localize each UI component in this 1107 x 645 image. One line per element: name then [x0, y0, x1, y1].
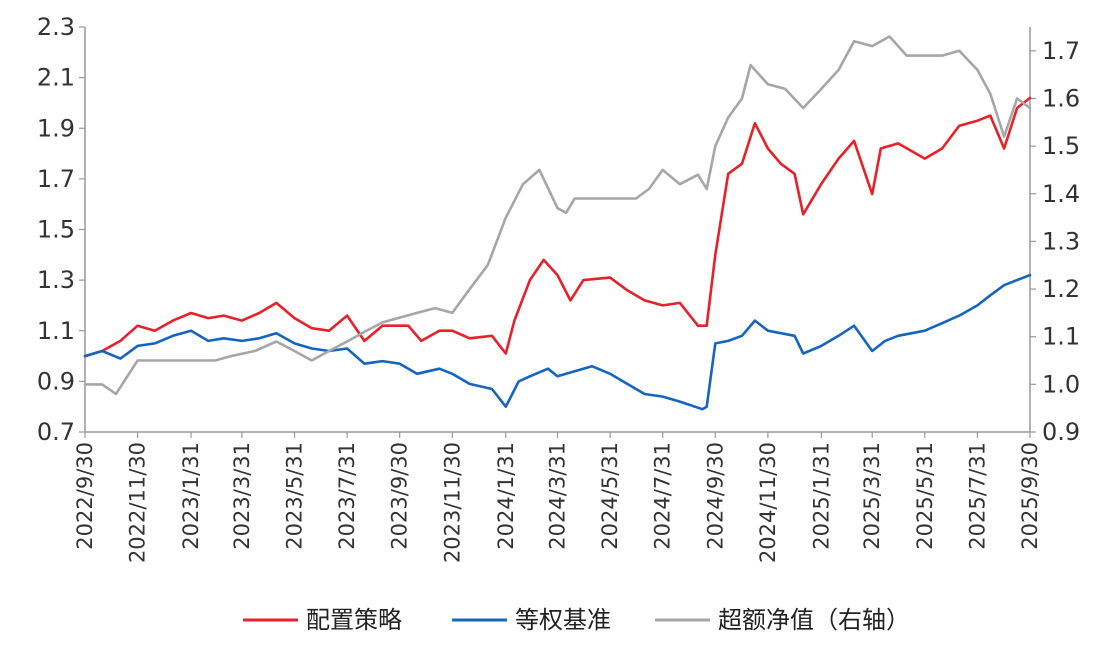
legend-label-2: 等权基准	[515, 606, 611, 634]
series-line-2	[83, 273, 1032, 411]
left-y-axis: 0.7 0.9 1.1 1.3 1.5 1.7 1.9 2.1 2.3	[37, 13, 85, 446]
x-tick-label: 2025/5/31	[913, 442, 937, 550]
right-y-tick-label: 0.9	[1042, 418, 1080, 446]
left-y-tick-label: 0.7	[37, 418, 75, 446]
right-y-tick-label: 1.0	[1042, 370, 1080, 398]
right-y-tick-label: 1.3	[1042, 227, 1080, 255]
x-tick-label: 2022/9/30	[73, 442, 97, 550]
right-y-tick-label: 1.7	[1042, 37, 1080, 65]
x-tick-label: 2024/3/31	[546, 442, 570, 550]
left-y-tick-label: 1.7	[37, 165, 75, 193]
x-tick-label: 2024/5/31	[598, 442, 622, 550]
x-tick-label: 2024/7/31	[651, 442, 675, 550]
left-y-tick-label: 1.9	[37, 114, 75, 142]
x-tick-label: 2025/7/31	[965, 442, 989, 550]
left-y-tick-label: 1.3	[37, 266, 75, 294]
series-lines	[83, 35, 1032, 411]
x-tick-label: 2023/11/30	[440, 442, 464, 563]
right-y-tick-label: 1.4	[1042, 180, 1080, 208]
x-tick-label: 2025/9/30	[1018, 442, 1042, 550]
x-tick-label: 2024/1/31	[494, 442, 518, 550]
right-y-tick-label: 1.2	[1042, 275, 1080, 303]
x-tick-label: 2023/5/31	[283, 442, 307, 550]
x-axis: 2022/9/30 2022/11/30 2023/1/31 2023/3/31 202…	[73, 432, 1042, 563]
legend: 配置策略 等权基准 超额净值（右轴）	[243, 606, 910, 634]
series-line-3	[83, 35, 1032, 396]
x-tick-label: 2023/1/31	[179, 442, 203, 550]
x-tick-label: 2025/1/31	[809, 442, 833, 550]
x-tick-label: 2025/3/31	[860, 442, 884, 550]
right-y-tick-label: 1.5	[1042, 132, 1080, 160]
left-y-tick-label: 0.9	[37, 367, 75, 395]
x-tick-label: 2022/11/30	[126, 442, 150, 563]
x-tick-label: 2023/7/31	[335, 442, 359, 550]
series-line-1	[83, 96, 1032, 358]
legend-label-1: 配置策略	[306, 606, 402, 634]
left-y-tick-label: 1.1	[37, 317, 75, 345]
legend-label-3: 超额净值（右轴）	[718, 606, 910, 634]
left-y-tick-label: 2.3	[37, 13, 75, 41]
x-tick-label: 2024/9/30	[703, 442, 727, 550]
left-y-tick-label: 2.1	[37, 64, 75, 92]
right-y-tick-label: 1.1	[1042, 323, 1080, 351]
right-y-axis: 0.9 1.0 1.1 1.2 1.3 1.4 1.5 1.6 1.7	[1030, 37, 1080, 446]
x-tick-label: 2023/9/30	[388, 442, 412, 550]
right-y-tick-label: 1.6	[1042, 84, 1080, 112]
x-tick-label: 2023/3/31	[230, 442, 254, 550]
left-y-tick-label: 1.5	[37, 216, 75, 244]
chart-axes	[84, 27, 1031, 433]
x-tick-label: 2024/11/30	[756, 442, 780, 563]
